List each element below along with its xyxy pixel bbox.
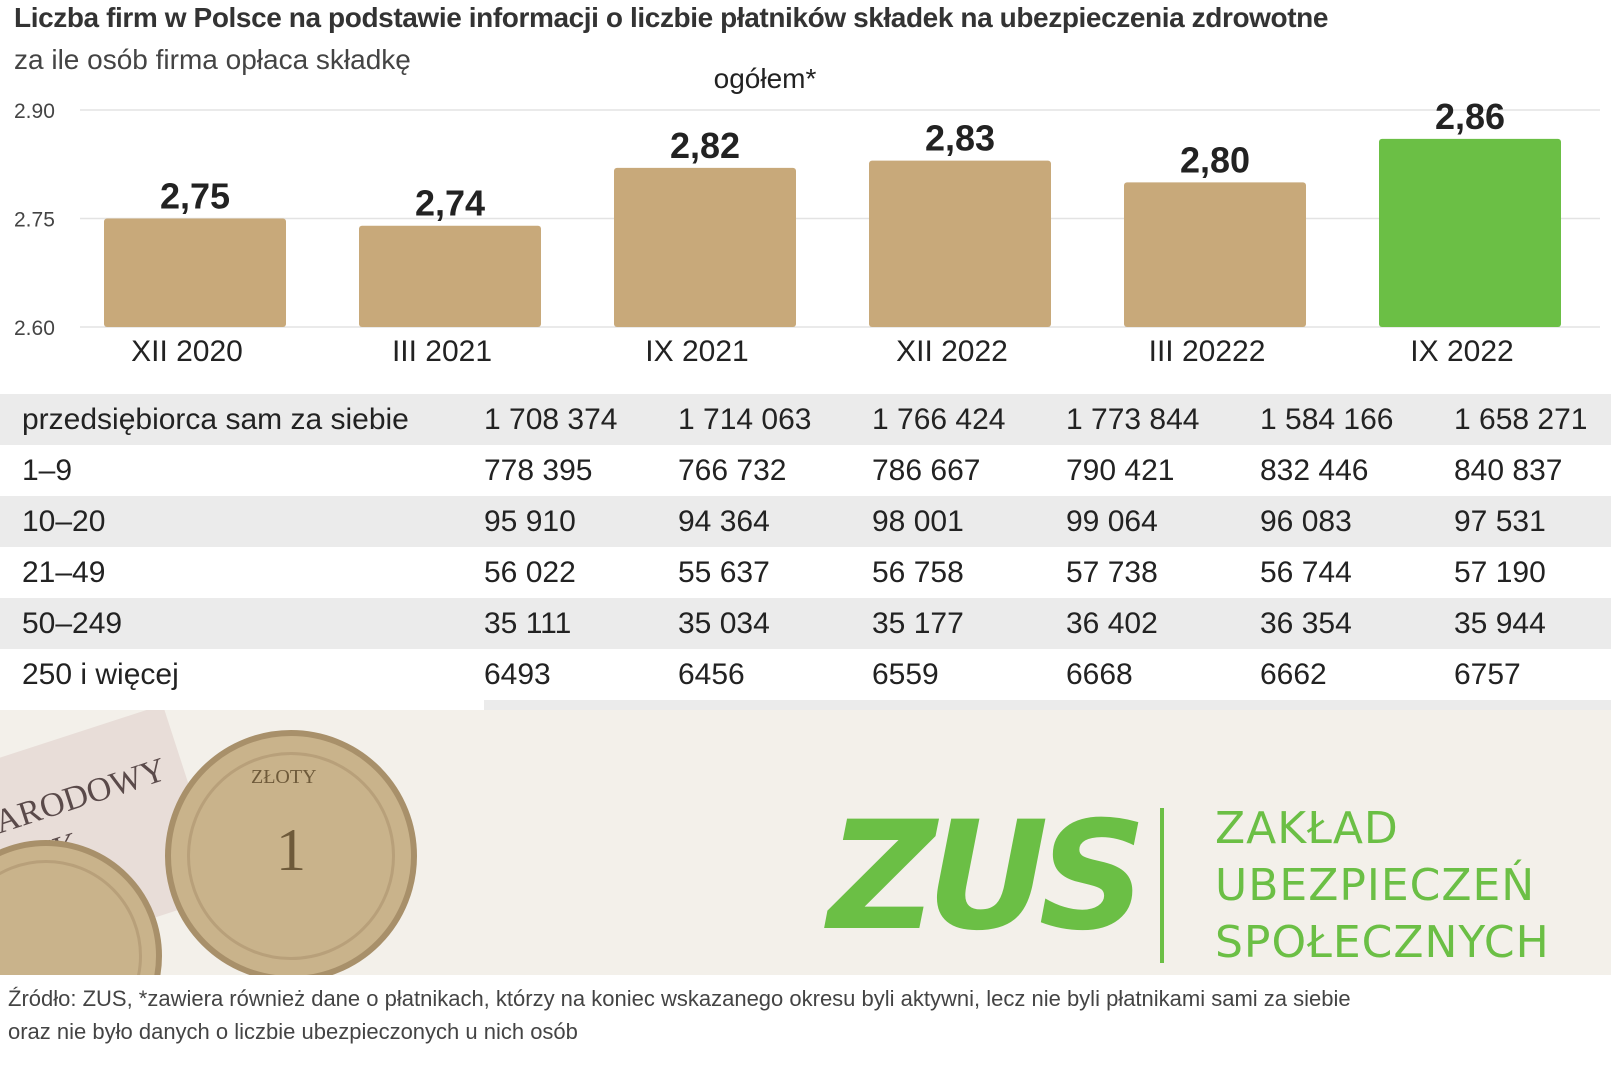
table-row: 1–9 778 395 766 732 786 667 790 421 832 446 84…	[0, 445, 1611, 496]
x-category-label: XII 2020	[131, 335, 243, 368]
chart-series-title: ogółem*	[714, 63, 817, 94]
zus-name-line: SPOŁECZNYCH	[1215, 917, 1550, 968]
table-cell: 55 637	[678, 555, 770, 589]
table-cell: 778 395	[484, 453, 593, 487]
bar-4	[869, 160, 1051, 327]
table-cell: 36 402	[1066, 598, 1260, 649]
table-cell: 35 111	[484, 598, 678, 649]
table-row: 21–49 56 022 55 637 56 758 57 738 56 744 57 19…	[0, 547, 1611, 598]
coins-banknote-photo: NARODOWY BANK POLSKI ZŁOTY 1	[0, 710, 1611, 975]
bar-1	[104, 218, 286, 327]
table-cell: 99 064	[1066, 496, 1260, 547]
firm-count-table: przedsiębiorca sam za siebie 1 708 374 1 7…	[0, 394, 1611, 756]
bar-value-label: 2,82	[670, 125, 740, 166]
table-cell: 56 758	[872, 555, 964, 589]
table-cell: 94 364	[678, 496, 872, 547]
table-cell: 786 667	[872, 453, 981, 487]
zus-name-line: UBEZPIECZEŃ	[1215, 860, 1536, 911]
table-cell: 6757	[1454, 657, 1521, 691]
zus-name: ZAKŁAD UBEZPIECZEŃ SPOŁECZNYCH	[1215, 800, 1550, 971]
bar-3	[614, 167, 796, 327]
table-cell: 98 001	[872, 496, 1066, 547]
logo-divider	[1160, 808, 1164, 963]
table-row: 10–20 95 910 94 364 98 001 99 064 96 083 97 53…	[0, 496, 1611, 547]
table-cell: 96 083	[1260, 496, 1454, 547]
y-tick-label: 2.75	[14, 209, 55, 232]
bar-6	[1379, 138, 1561, 327]
table-cell: 1 708 374	[484, 394, 678, 445]
y-tick-label: 2.60	[14, 317, 55, 340]
zus-name-line: ZAKŁAD	[1215, 803, 1399, 854]
bar-value-label: 2,80	[1180, 139, 1250, 180]
chart-subtitle: za ile osób firma opłaca składkę	[14, 44, 411, 75]
bar-chart: ogółem* 2.90 2.75 2.60 2,75 XII 2020 2,74 III 2…	[14, 63, 1600, 368]
table-cell: 35 177	[872, 598, 1066, 649]
x-category-label: IX 2021	[645, 335, 748, 368]
table-cell: 36 354	[1260, 598, 1454, 649]
table-cell: 1 658 271	[1454, 394, 1611, 445]
bar-value-label: 2,86	[1435, 96, 1505, 137]
table-cell: 832 446	[1260, 453, 1369, 487]
footnote: Źródło: ZUS, *zawiera również dane o pła…	[8, 982, 1351, 1048]
table-cell: 57 738	[1066, 555, 1158, 589]
y-tick-label: 2.90	[14, 100, 55, 123]
row-label: przedsiębiorca sam za siebie	[0, 394, 484, 445]
chart-title-main: Liczba firm w Polsce na podstawie inform…	[14, 2, 1329, 33]
bar-value-label: 2,75	[160, 176, 230, 217]
x-category-label: III 20222	[1149, 335, 1266, 368]
table-cell: 57 190	[1454, 555, 1546, 589]
table-cell: 1 584 166	[1260, 394, 1454, 445]
table-cell: 6456	[678, 657, 745, 691]
table-cell: 766 732	[678, 453, 787, 487]
bar-value-label: 2,83	[925, 118, 995, 159]
row-label: 21–49	[22, 555, 106, 589]
table-cell: 56 022	[484, 555, 576, 589]
row-label: 250 i więcej	[22, 657, 179, 691]
table-cell: 6559	[872, 657, 939, 691]
table-cell: 97 531	[1454, 496, 1611, 547]
row-label: 50–249	[0, 598, 484, 649]
coin-image-front: ZŁOTY 1	[165, 730, 417, 975]
table-cell: 1 766 424	[872, 394, 1066, 445]
x-category-label: IX 2022	[1410, 335, 1513, 368]
x-category-label: XII 2022	[896, 335, 1008, 368]
coin-text: ZŁOTY	[251, 766, 317, 788]
table-cell: 1 714 063	[678, 394, 872, 445]
bar-2	[359, 225, 541, 327]
coin-value: 1	[276, 817, 306, 883]
footnote-line: Źródło: ZUS, *zawiera również dane o pła…	[8, 986, 1351, 1011]
table-cell: 1 773 844	[1066, 394, 1260, 445]
table-row: 50–249 35 111 35 034 35 177 36 402 36 354 35 9…	[0, 598, 1611, 649]
table-cell: 840 837	[1454, 453, 1563, 487]
table-cell: 6662	[1260, 657, 1327, 691]
x-category-label: III 2021	[392, 335, 492, 368]
table-cell: 790 421	[1066, 453, 1175, 487]
zus-logo: ZUS	[828, 790, 1147, 964]
row-label: 10–20	[0, 496, 484, 547]
table-cell: 35 034	[678, 598, 872, 649]
table-cell: 6668	[1066, 657, 1133, 691]
footnote-line: oraz nie było danych o liczbie ubezpiecz…	[8, 1019, 578, 1044]
bar-value-label: 2,74	[415, 183, 485, 224]
table-row: 250 i więcej 6493 6456 6559 6668 6662 6757	[0, 649, 1611, 700]
bar-5	[1124, 182, 1306, 327]
table-cell: 6493	[484, 657, 551, 691]
table-cell: 95 910	[484, 496, 678, 547]
table-row: przedsiębiorca sam za siebie 1 708 374 1 7…	[0, 394, 1611, 445]
table-cell: 56 744	[1260, 555, 1352, 589]
row-label: 1–9	[22, 453, 73, 487]
table-cell: 35 944	[1454, 598, 1611, 649]
